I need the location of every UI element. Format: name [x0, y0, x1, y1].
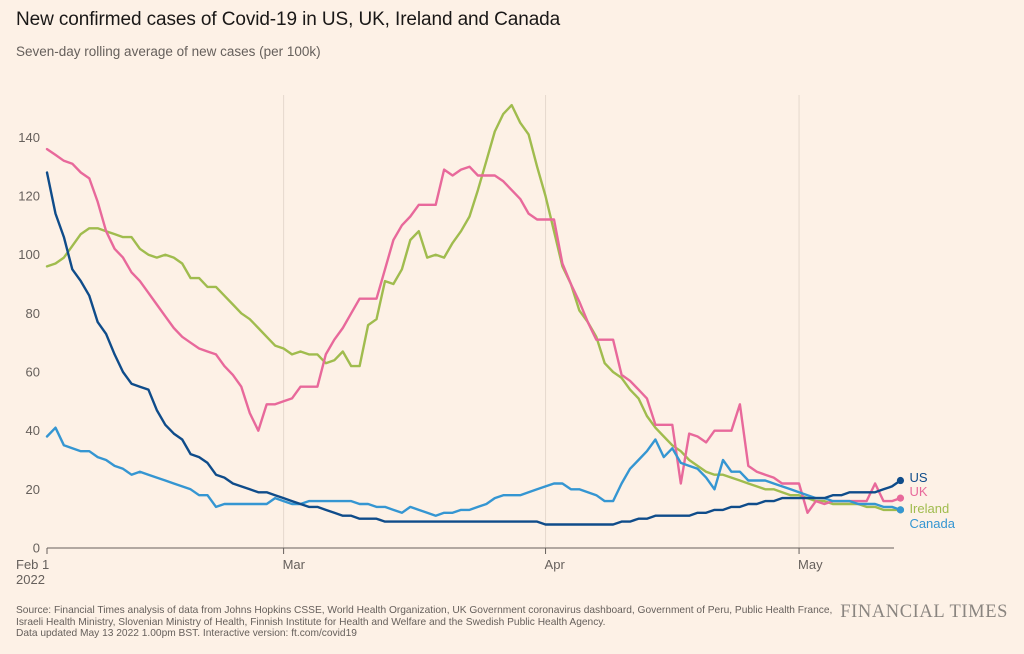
grid-lines — [283, 95, 800, 548]
series-line-ireland — [45, 103, 902, 512]
series-line-us — [45, 171, 902, 526]
y-tick-label: 80 — [26, 306, 40, 321]
source-note: Source: Financial Times analysis of data… — [16, 605, 833, 640]
y-tick-label: 140 — [18, 130, 40, 145]
y-tick-label: 100 — [18, 247, 40, 262]
series-label-ireland: Ireland — [909, 501, 949, 516]
source-line: Source: Financial Times analysis of data… — [16, 605, 833, 616]
x-tick-sublabel: 2022 — [16, 572, 45, 587]
series-end-dot — [896, 506, 905, 514]
series-end-dot — [896, 476, 905, 485]
x-tick-label: Feb 1 — [16, 557, 49, 572]
x-tick-label: Apr — [545, 557, 566, 572]
series-label-uk: UK — [909, 484, 927, 499]
source-line: Data updated May 13 2022 1.00pm BST. Int… — [16, 628, 357, 640]
series-lines — [45, 103, 905, 526]
series-line-canada — [45, 426, 902, 517]
chart-subtitle: Seven-day rolling average of new cases (… — [16, 44, 321, 59]
series-label-canada: Canada — [909, 516, 955, 531]
y-axis: 0 20 40 60 80 100 120 140 — [18, 130, 40, 556]
series-end-dot — [896, 494, 905, 502]
x-tick-label: Mar — [283, 557, 306, 572]
y-tick-label: 40 — [26, 423, 40, 438]
y-tick-label: 120 — [18, 189, 40, 204]
y-tick-label: 0 — [33, 541, 40, 556]
chart-title: New confirmed cases of Covid-19 in US, U… — [16, 9, 561, 30]
y-tick-label: 20 — [26, 482, 40, 497]
series-label-us: US — [909, 470, 927, 485]
ft-logo: FINANCIAL TIMES — [840, 602, 1008, 622]
series-labels: Ireland UK Canada US — [909, 470, 955, 531]
y-tick-label: 60 — [26, 365, 40, 380]
x-tick-label: May — [798, 557, 823, 572]
series-line-uk — [45, 147, 902, 514]
source-line: Israeli Health Ministry, Slovenian Minis… — [16, 616, 606, 628]
